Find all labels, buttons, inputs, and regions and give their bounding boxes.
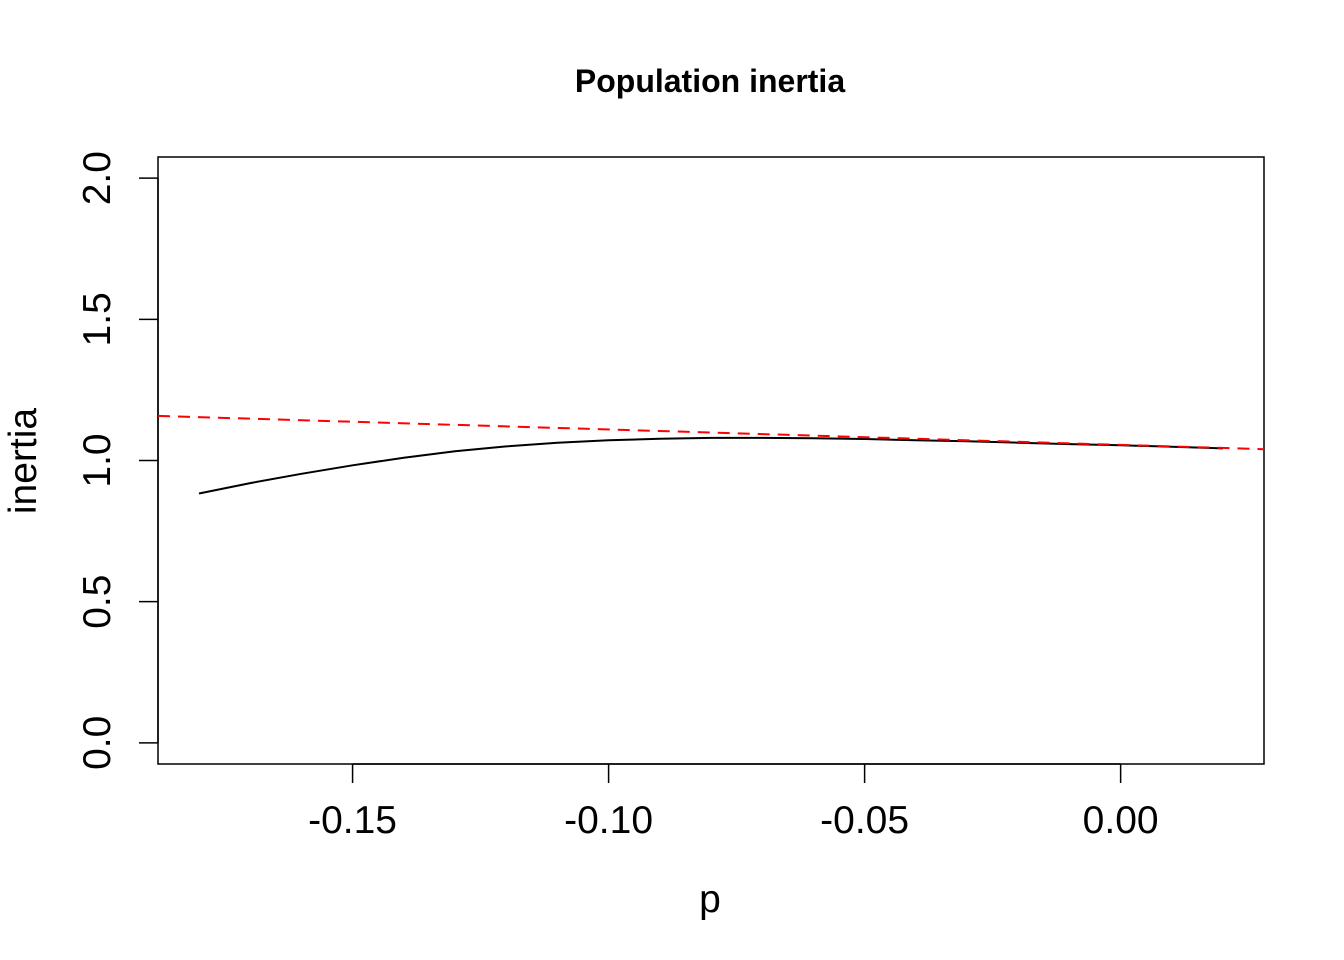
y-tick-label: 0.0 xyxy=(76,716,119,770)
x-tick-label: -0.05 xyxy=(820,799,909,842)
y-tick-label: 1.0 xyxy=(76,433,119,487)
y-tick-label: 2.0 xyxy=(76,151,119,205)
y-axis-label: inertia xyxy=(2,408,45,515)
chart-title: Population inertia xyxy=(575,63,845,99)
y-tick-label: 1.5 xyxy=(76,292,119,346)
y-axis: 0.0 0.5 1.0 1.5 2.0 xyxy=(76,151,159,770)
inertia-line xyxy=(198,436,1224,495)
dashed-reference-line xyxy=(157,414,1265,451)
x-tick-label: -0.15 xyxy=(308,799,397,842)
plot-frame xyxy=(157,156,1265,765)
x-axis: -0.15 -0.10 -0.05 0.00 xyxy=(308,763,1159,842)
x-tick-label: 0.00 xyxy=(1083,799,1159,842)
y-tick-label: 0.5 xyxy=(76,575,119,629)
x-tick-label: -0.10 xyxy=(564,799,653,842)
plot-series xyxy=(157,414,1265,495)
x-axis-label: p xyxy=(699,878,721,921)
